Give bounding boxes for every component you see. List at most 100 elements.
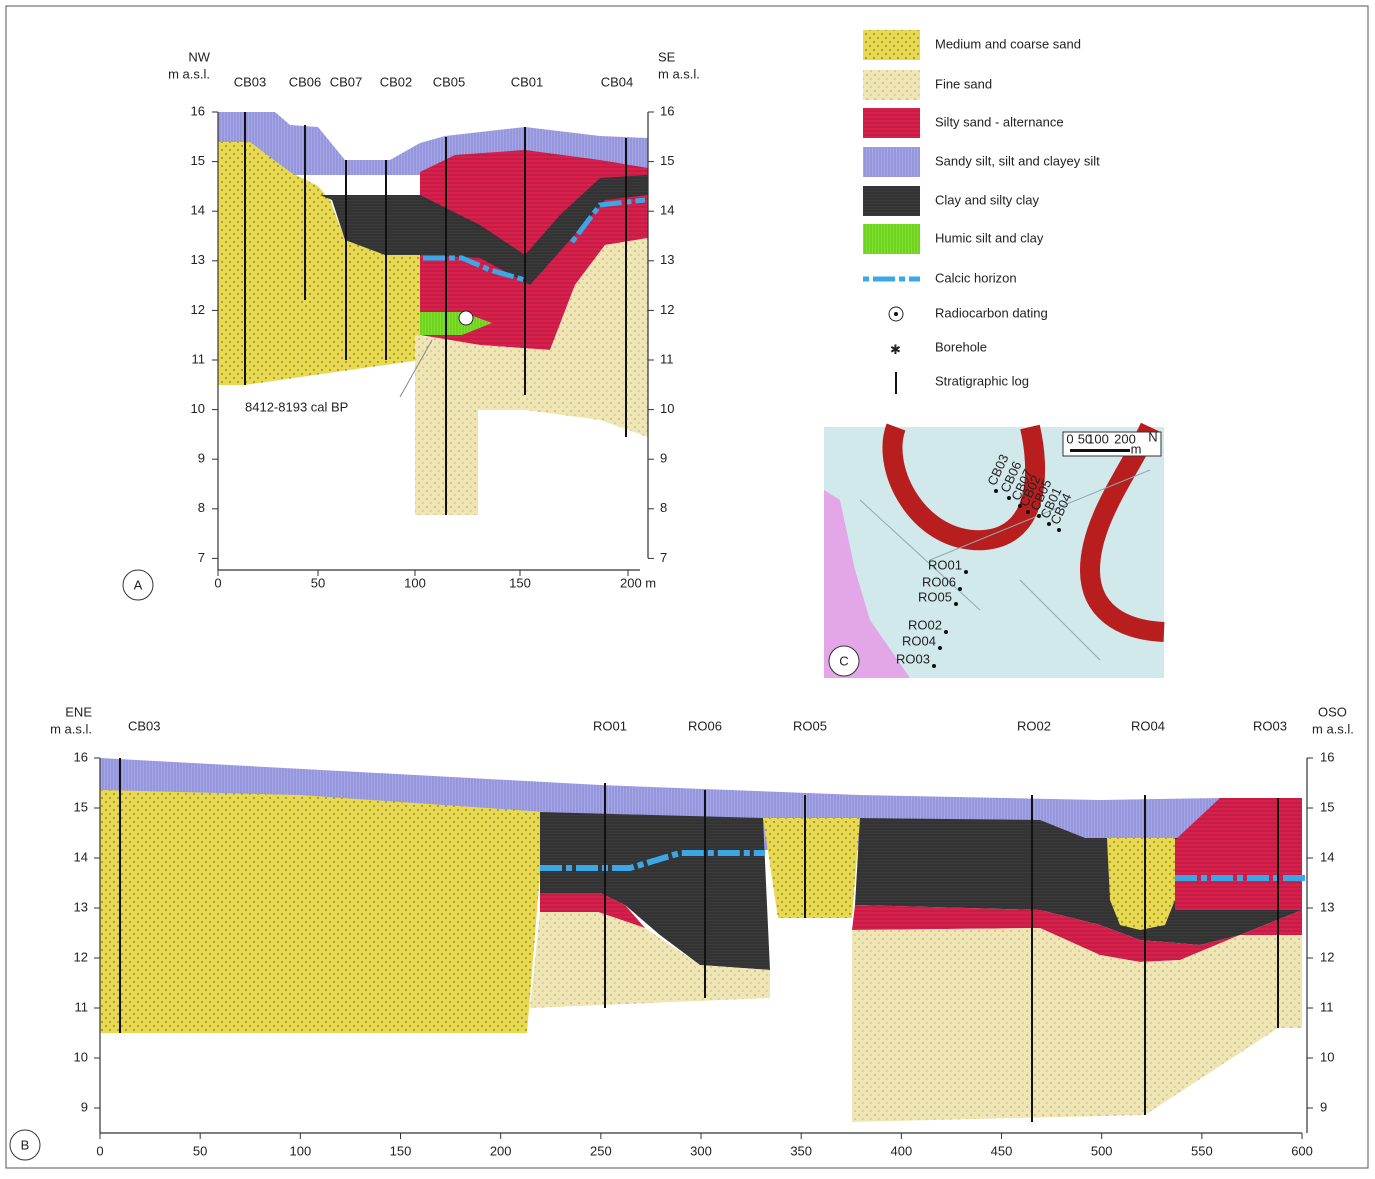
label: RO05 (793, 718, 827, 733)
label: 12 (74, 949, 88, 964)
map-area (824, 490, 910, 678)
fine-sand (415, 238, 648, 515)
silty-sand (1175, 798, 1302, 910)
map-point (964, 570, 968, 574)
label: ENE (65, 704, 92, 719)
map-point (1047, 522, 1051, 526)
swatch (863, 30, 920, 60)
clay (320, 175, 648, 285)
label: 16 (74, 749, 88, 764)
label: C (839, 653, 848, 668)
label: RO04 (1131, 718, 1165, 733)
river (1079, 422, 1165, 642)
map-point (994, 489, 998, 493)
map-point (1057, 528, 1061, 532)
leader (399, 339, 433, 398)
label: 150 (509, 575, 531, 590)
swatch (863, 108, 920, 138)
medium-sand (218, 142, 420, 385)
calcic-horizon (540, 850, 765, 871)
label: 7 (198, 550, 205, 565)
label: 16 (1320, 749, 1334, 764)
swatch (863, 147, 920, 177)
label: 150 (390, 1143, 412, 1158)
label: 450 (991, 1143, 1013, 1158)
label: Radiocarbon dating (935, 305, 1048, 320)
label: 14 (1320, 849, 1334, 864)
fine-sand (530, 912, 770, 1008)
label: 200 (490, 1143, 512, 1158)
label: 50 (193, 1143, 207, 1158)
label: RO06 (688, 718, 722, 733)
swatch (863, 70, 920, 100)
label: 13 (1320, 899, 1334, 914)
label: 8412-8193 cal BP (245, 399, 348, 414)
label: 11 (660, 351, 674, 366)
label: 0 (96, 1143, 103, 1158)
panel-badge (9, 1129, 41, 1161)
label: RO02 (1017, 718, 1051, 733)
label: RO06 (922, 574, 956, 589)
label: RO05 (918, 589, 952, 604)
label: 9 (198, 451, 205, 466)
silty-sand (540, 893, 645, 928)
label: CB04 (601, 74, 634, 89)
label: 14 (660, 203, 674, 218)
swatch: ✱ (890, 342, 901, 357)
label: 300 (690, 1143, 712, 1158)
label: Borehole (935, 339, 987, 354)
label: RO01 (928, 557, 962, 572)
map-point (954, 602, 958, 606)
label: m a.s.l. (1312, 721, 1354, 736)
label: 11 (75, 999, 89, 1014)
label: 550 (1191, 1143, 1213, 1158)
label: 13 (74, 899, 88, 914)
label: Sandy silt, silt and clayey silt (935, 153, 1100, 168)
label: 12 (1320, 949, 1334, 964)
label: CB06 (289, 74, 322, 89)
label: 13 (660, 252, 674, 267)
panel-badge (122, 569, 154, 601)
label: 15 (1320, 799, 1334, 814)
label: RO03 (896, 651, 930, 666)
label: OSO (1318, 704, 1347, 719)
label: NW (188, 49, 210, 64)
silty-sand (852, 905, 1302, 962)
label: m a.s.l. (50, 721, 92, 736)
medium-sand (1107, 838, 1175, 930)
label: 8 (198, 500, 205, 515)
section-b (9, 758, 1308, 1161)
label: 8 (660, 500, 667, 515)
label: 500 (1091, 1143, 1113, 1158)
label: 15 (74, 799, 88, 814)
label: Humic silt and clay (935, 230, 1044, 245)
medium-sand (763, 818, 860, 918)
label: A (134, 577, 143, 592)
label: 10 (74, 1049, 88, 1064)
label: CB02 (380, 74, 413, 89)
label: 15 (660, 153, 674, 168)
map-point (944, 630, 948, 634)
humic-clay (420, 312, 492, 335)
label: 16 (660, 103, 674, 118)
map-point (932, 664, 936, 668)
label: 12 (660, 302, 674, 317)
label: CB05 (433, 74, 466, 89)
label: RO01 (593, 718, 627, 733)
label: Fine sand (935, 76, 992, 91)
label: 100 (1087, 431, 1109, 446)
map-point (1037, 514, 1041, 518)
label: CB03 (128, 718, 161, 733)
fine-sand (852, 928, 1302, 1122)
label: N (1148, 429, 1157, 444)
map-point (1007, 496, 1011, 500)
label: 100 (404, 575, 426, 590)
label: 14 (191, 203, 205, 218)
label: 350 (790, 1143, 812, 1158)
label: m a.s.l. (658, 66, 700, 81)
label: 10 (191, 401, 205, 416)
scale-bar (1070, 449, 1130, 452)
label: RO02 (908, 617, 942, 632)
label: m (1131, 441, 1142, 456)
